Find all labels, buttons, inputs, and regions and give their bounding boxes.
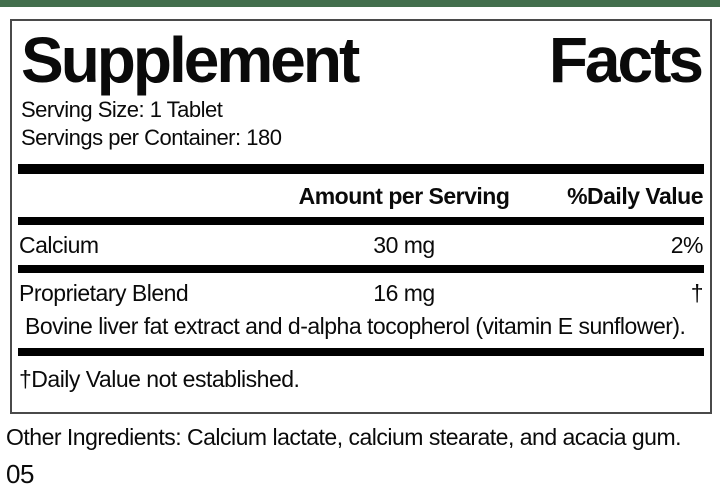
nutrient-name: Calcium bbox=[19, 232, 99, 259]
divider-below-header bbox=[18, 217, 704, 226]
table-header-row: Amount per Serving %Daily Value bbox=[17, 174, 705, 217]
nutrient-daily-value: † bbox=[690, 280, 704, 307]
daily-value-footnote: †Daily Value not established. bbox=[19, 366, 300, 393]
amount-per-serving-header: Amount per Serving bbox=[298, 183, 510, 210]
proprietary-blend-description: Bovine liver fat extract and d-alpha toc… bbox=[25, 313, 686, 340]
table-row-calcium: Calcium 30 mg 2% bbox=[17, 225, 705, 265]
nutrient-amount: 16 mg bbox=[373, 280, 435, 307]
daily-value-header: %Daily Value bbox=[567, 183, 703, 210]
panel-title: Supplement Facts bbox=[17, 21, 705, 94]
serving-info: Serving Size: 1 Tablet Servings per Cont… bbox=[17, 94, 705, 152]
divider-below-calcium bbox=[18, 265, 704, 274]
nutrient-amount: 30 mg bbox=[373, 232, 435, 259]
nutrient-name: Proprietary Blend bbox=[19, 280, 189, 307]
label-code: 05 bbox=[6, 459, 34, 489]
nutrient-daily-value: 2% bbox=[670, 232, 704, 259]
panel-title-word-right: Facts bbox=[548, 24, 704, 96]
supplement-facts-panel: Supplement Facts Serving Size: 1 Tablet … bbox=[10, 19, 712, 414]
top-accent-bar bbox=[0, 0, 720, 7]
divider-thick-top bbox=[18, 164, 704, 175]
servings-per-container-text: Servings per Container: 180 bbox=[21, 125, 282, 151]
divider-below-blend bbox=[18, 348, 704, 357]
serving-size-text: Serving Size: 1 Tablet bbox=[21, 97, 223, 123]
table-row-proprietary-blend: Proprietary Blend 16 mg † bbox=[17, 273, 705, 313]
panel-title-word-left: Supplement bbox=[21, 24, 360, 96]
other-ingredients-text: Other Ingredients: Calcium lactate, calc… bbox=[6, 424, 682, 450]
